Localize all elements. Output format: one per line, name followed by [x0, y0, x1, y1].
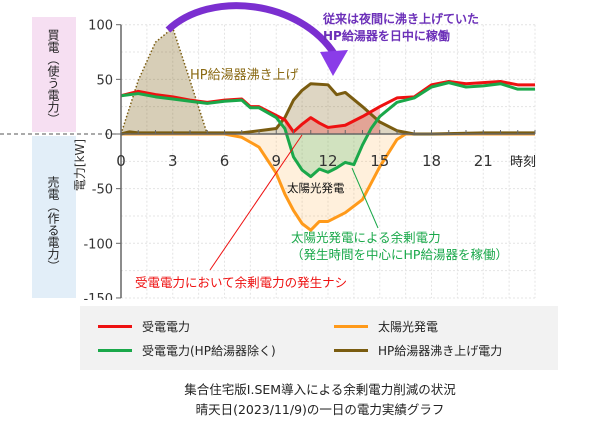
sell-band: 売電（作る電力） — [32, 136, 76, 298]
x-tick-label: 21 — [474, 152, 493, 170]
y-tick-label: 0 — [105, 128, 113, 143]
sell-label: 売電（作る電力） — [46, 176, 60, 272]
y-tick-label: -50 — [92, 183, 113, 198]
shift-arrow-icon — [165, 2, 338, 57]
legend-item-received-ex-hp: 受電電力(HP給湯器除く) — [98, 342, 276, 359]
legend-item-received: 受電電力 — [98, 318, 190, 335]
buy-label: 買電（使う電力） — [46, 29, 60, 125]
legend-label: 太陽光発電 — [378, 320, 439, 334]
buy-band: 買電（使う電力） — [32, 17, 76, 132]
y-axis-label: 電力[kW] — [73, 139, 87, 191]
legend-label: 受電電力(HP給湯器除く) — [142, 344, 276, 358]
x-tick-label: 3 — [168, 152, 178, 170]
legend-swatch — [98, 325, 132, 328]
x-tick-label: 0 — [116, 152, 126, 170]
hp-boil-annotation: HP給湯器沸き上げ — [190, 68, 299, 83]
legend-swatch — [334, 325, 368, 328]
x-axis-label: 時刻 — [510, 155, 536, 170]
x-tick-label: 6 — [220, 152, 230, 170]
series-solar-line — [121, 132, 535, 232]
series-hp-conventional-line — [120, 26, 208, 135]
x-tick-label: 15 — [370, 152, 389, 170]
legend-swatch — [334, 349, 368, 352]
surplus-pointer — [351, 167, 379, 229]
surplus-line2: （発生時間を中心にHP給湯器を稼働） — [291, 247, 508, 262]
legend: 受電電力 太陽光発電 受電電力(HP給湯器除く) HP給湯器沸き上げ電力 — [80, 306, 558, 370]
series-hp-line — [120, 82, 535, 136]
received-area — [284, 106, 380, 134]
x-tick-label: 9 — [271, 152, 281, 170]
series-received-ex-hp-line — [120, 81, 535, 179]
y-tick-label: 100 — [88, 19, 113, 34]
shift-line2: HP給湯器を日中に稼働 — [323, 29, 450, 43]
y-tick-label: -150 — [83, 292, 113, 300]
hp-conventional-area — [121, 27, 208, 134]
shift-line1: 従来は夜間に沸き上げていた — [323, 12, 480, 26]
legend-item-solar: 太陽光発電 — [334, 318, 438, 335]
solar-annotation: 太陽光発電 — [287, 181, 345, 195]
legend-item-hp: HP給湯器沸き上げ電力 — [334, 342, 502, 359]
legend-label: 受電電力 — [142, 320, 191, 334]
x-tick-label: 18 — [422, 152, 441, 170]
caption-line1: 集合住宅版I.SEM導入による余剰電力削減の状況 — [184, 382, 456, 397]
y-tick-label: 50 — [96, 73, 113, 88]
x-tick-label: 12 — [318, 152, 337, 170]
caption-line2: 晴天日(2023/11/9)の一日の電力実績グラフ — [195, 402, 445, 417]
surplus-line1: 太陽光発電による余剰電力 — [291, 230, 441, 245]
legend-label: HP給湯器沸き上げ電力 — [378, 344, 503, 358]
solar-area — [121, 134, 535, 231]
no-surplus-annotation: 受電電力において余剰電力の発生ナシ — [135, 275, 348, 290]
surplus-area — [284, 128, 372, 177]
shift-annotation: 従来は夜間に沸き上げていた HP給湯器を日中に稼働 — [323, 11, 479, 45]
surplus-annotation: 太陽光発電による余剰電力 （発生時間を中心にHP給湯器を稼働） — [291, 229, 508, 263]
shift-arrow-head — [320, 50, 348, 76]
y-tick-label: -100 — [83, 237, 113, 252]
legend-swatch — [98, 349, 132, 352]
no-surplus-pointer — [209, 134, 303, 271]
